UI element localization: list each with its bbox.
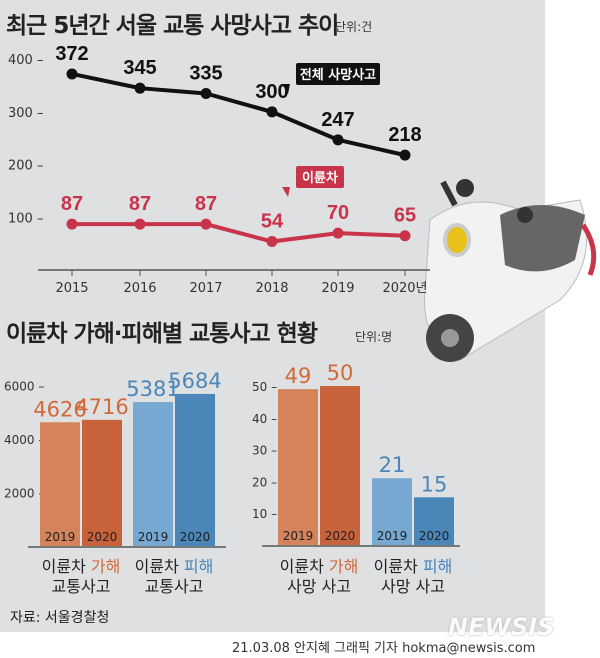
bar <box>320 386 360 545</box>
bar-value-label: 50 <box>327 361 354 385</box>
y-tick-label: 200 – <box>8 159 43 174</box>
bar <box>133 402 173 546</box>
data-point <box>332 227 344 239</box>
data-label: 218 <box>388 124 421 146</box>
bar <box>175 393 215 546</box>
bar-chart-title: 이륜차 가해·피해별 교통사고 현황 <box>6 321 318 347</box>
legend-pointer <box>282 187 290 197</box>
legend-tag <box>296 166 344 188</box>
data-label: 300 <box>255 81 288 103</box>
scooter-illustration <box>443 223 471 257</box>
source: 자료: 서울경찰청 <box>10 610 110 626</box>
y-tick-label: 40 – <box>252 412 277 426</box>
bar-year-label: 2019 <box>138 530 169 544</box>
line-chart-title: 최근 5년간 서울 교통 사망사고 추이 <box>6 13 339 39</box>
mirror-icon <box>456 179 474 197</box>
credit: 21.03.08 안지혜 그래픽 기자 hokma@newsis.com <box>232 641 536 656</box>
bar <box>82 419 122 546</box>
group-label: 사망 사고 <box>381 577 445 596</box>
bar-value-label: 4626 <box>33 397 86 421</box>
data-label: 70 <box>327 202 349 224</box>
bar-value-label: 15 <box>421 472 448 496</box>
data-point <box>66 68 78 80</box>
x-tick-label: 2019 <box>321 281 354 296</box>
legend-label: 이륜차 <box>302 170 338 186</box>
group-label: 이륜차 가해 <box>42 557 121 576</box>
group-label: 이륜차 피해 <box>135 557 214 576</box>
data-point <box>200 87 212 99</box>
mirror-icon <box>517 207 533 223</box>
data-point <box>66 218 78 230</box>
data-label: 87 <box>195 193 217 215</box>
x-tick-label: 2015 <box>55 281 88 296</box>
data-point <box>266 106 278 118</box>
scooter-illustration <box>580 223 597 276</box>
y-tick-label: 20 – <box>252 475 277 489</box>
bar-year-label: 2019 <box>45 530 76 544</box>
scooter-illustration <box>500 205 585 272</box>
bar-year-label: 2020 <box>325 529 356 543</box>
y-tick-label: 2000 – <box>4 487 44 501</box>
legend-tag <box>296 63 380 85</box>
group-label: 이륜차 가해 <box>280 557 359 576</box>
legend-pointer <box>282 84 290 94</box>
bar-value-label: 4716 <box>75 395 128 419</box>
data-label: 345 <box>123 57 156 79</box>
bar <box>40 422 80 546</box>
x-tick-label: 2020년 <box>382 281 427 296</box>
group-label: 이륜차 피해 <box>374 557 453 576</box>
data-label: 65 <box>394 205 416 227</box>
bar-value-label: 5381 <box>126 377 179 401</box>
bar-year-label: 2019 <box>283 529 314 543</box>
bar-value-label: 5684 <box>168 369 221 393</box>
data-label: 372 <box>55 43 88 65</box>
bar <box>414 497 454 545</box>
data-point <box>200 218 212 230</box>
y-tick-label: 6000 – <box>4 380 44 394</box>
bar-value-label: 49 <box>285 364 312 388</box>
y-tick-label: 50 – <box>252 380 277 394</box>
bar-chart-unit: 단위:명 <box>355 330 393 344</box>
bar-year-label: 2020 <box>87 530 118 544</box>
legend-label: 전체 사망사고 <box>300 67 376 83</box>
bar-year-label: 2019 <box>377 529 408 543</box>
x-tick-label: 2018 <box>255 281 288 296</box>
data-point <box>332 134 344 146</box>
scooter-illustration <box>440 180 458 207</box>
y-tick-label: 4000 – <box>4 433 44 447</box>
data-label: 54 <box>261 211 284 233</box>
group-label: 교통사고 <box>52 577 111 596</box>
x-tick-label: 2016 <box>123 281 156 296</box>
bar-value-label: 21 <box>379 453 406 477</box>
data-label: 87 <box>129 193 151 215</box>
y-tick-label: 300 – <box>8 106 43 121</box>
y-tick-label: 400 – <box>8 53 43 68</box>
bar-year-label: 2020 <box>419 529 450 543</box>
group-label: 사망 사고 <box>287 577 351 596</box>
series-line <box>72 222 406 244</box>
bar <box>278 389 318 545</box>
bar <box>372 478 412 545</box>
y-tick-label: 100 – <box>8 211 43 226</box>
data-point <box>134 82 146 94</box>
data-label: 247 <box>321 109 354 131</box>
data-point <box>266 236 278 248</box>
y-tick-label: 30 – <box>252 444 277 458</box>
line-chart-unit: 단위:건 <box>335 20 373 34</box>
data-point <box>399 149 411 161</box>
wheel-hub <box>441 329 459 347</box>
series-line <box>71 71 406 158</box>
y-tick-label: 10 – <box>252 507 277 521</box>
bar-year-label: 2020 <box>180 530 211 544</box>
data-label: 87 <box>61 193 83 215</box>
newsis-logo: NEWSIS <box>448 613 555 641</box>
data-point <box>134 218 146 230</box>
group-label: 교통사고 <box>145 577 204 596</box>
data-label: 335 <box>189 62 222 84</box>
x-tick-label: 2017 <box>189 281 222 296</box>
data-point <box>399 230 411 242</box>
